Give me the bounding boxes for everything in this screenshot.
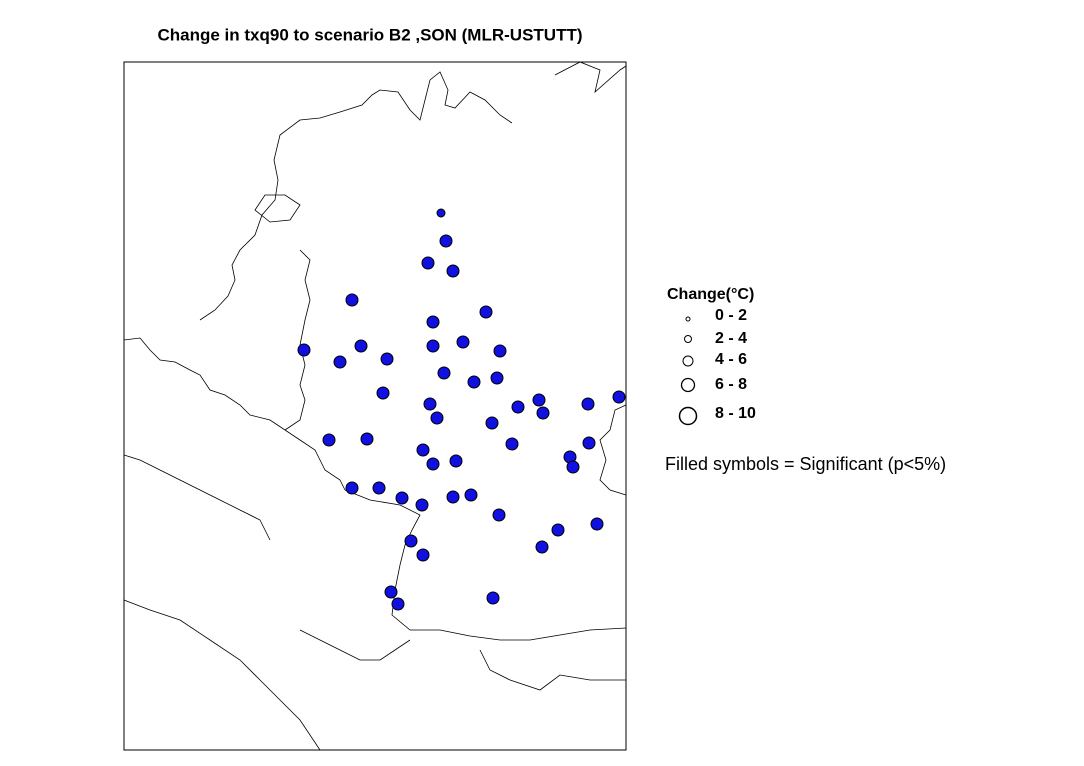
map-frame bbox=[123, 61, 627, 751]
legend-label: 8 - 10 bbox=[715, 405, 756, 422]
legend-label: 6 - 8 bbox=[715, 376, 747, 393]
legend-symbol bbox=[685, 316, 691, 322]
legend-symbol bbox=[684, 335, 692, 343]
legend-symbol bbox=[678, 406, 698, 426]
legend-title: Change(°C) bbox=[667, 286, 754, 303]
legend-symbol bbox=[682, 355, 694, 367]
legend-label: 2 - 4 bbox=[715, 330, 747, 347]
legend-label: 0 - 2 bbox=[715, 307, 747, 324]
map-outlines bbox=[123, 61, 627, 751]
legend-label: 4 - 6 bbox=[715, 351, 747, 368]
title: Change in txq90 to scenario B2 ,SON (MLR… bbox=[157, 25, 582, 44]
legend-symbol bbox=[680, 377, 696, 393]
legend: Change(°C) 0 - 2 2 - 4 4 - 6 6 - 8 8 - 1… bbox=[665, 286, 946, 474]
significance-note: Filled symbols = Significant (p<5%) bbox=[665, 454, 946, 474]
station-markers bbox=[297, 208, 626, 611]
